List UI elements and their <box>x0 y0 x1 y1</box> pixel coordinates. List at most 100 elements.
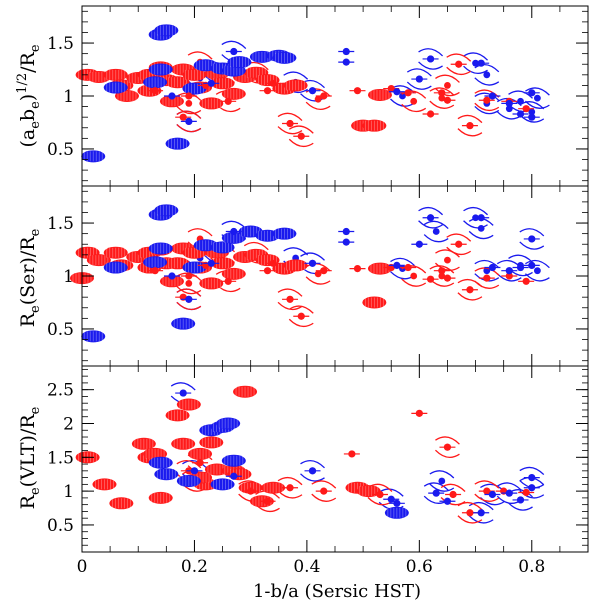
red-point-mark <box>151 267 159 275</box>
red-ellipse-mark <box>362 296 387 309</box>
red-ellipse-mark <box>199 277 224 290</box>
red-ellipse-mark <box>86 254 111 267</box>
blue-ellipse-mark <box>171 317 196 330</box>
x-tick-label: 0.8 <box>518 557 545 577</box>
red-point-mark <box>522 488 530 497</box>
red-point-mark <box>455 240 463 248</box>
red-point-mark <box>297 132 305 140</box>
red-point-mark <box>263 497 272 505</box>
blue-point-mark <box>528 474 536 482</box>
blue-spiral-core <box>483 71 491 79</box>
red-spiral-core <box>410 97 418 105</box>
blue-ellipse-mark <box>272 227 297 240</box>
blue-spiral-mark <box>429 470 455 492</box>
red-point-mark <box>353 87 362 95</box>
blue-ellipse-mark <box>176 474 201 487</box>
blue-spiral-arm <box>300 473 325 482</box>
y-tick-label: 1 <box>63 482 74 502</box>
blue-point-mark <box>426 214 435 222</box>
red-point-mark <box>320 92 328 100</box>
blue-point-mark <box>185 295 193 303</box>
red-point-mark <box>224 277 232 285</box>
blue-spiral-arm <box>463 52 489 61</box>
red-point-mark <box>466 122 474 130</box>
red-spiral-arm <box>429 87 455 96</box>
red-ellipse-mark <box>221 267 246 280</box>
red-spiral-core <box>410 272 418 280</box>
blue-point-mark <box>179 389 187 397</box>
red-ellipse-mark <box>233 385 258 398</box>
blue-spiral-core <box>534 267 541 275</box>
blue-ellipse-mark <box>103 261 128 274</box>
y-axis-bottom: 0.5 1 1.5 2 2.5 <box>47 368 588 553</box>
red-point-mark <box>286 484 294 492</box>
red-point-mark <box>269 259 277 267</box>
x-ticks-middle <box>81 186 589 366</box>
blue-point-mark <box>230 472 238 480</box>
y-tick-label: 0.5 <box>47 320 74 340</box>
red-spiral-arm <box>176 105 202 115</box>
red-point-mark <box>455 60 463 68</box>
blue-spiral-arm <box>429 483 455 492</box>
red-point-mark <box>320 267 328 275</box>
red-spiral-arm <box>457 501 483 511</box>
red-spiral-arm <box>288 125 314 134</box>
blue-spiral-arm <box>474 77 500 86</box>
panel-middle: Re(Ser)/Re 0.5 1 1.5 <box>17 185 589 367</box>
blue-spiral-core <box>534 94 541 102</box>
y-tick-label: 1.5 <box>47 448 74 468</box>
red-spiral-arm <box>474 480 500 489</box>
blue-spiral-arm <box>418 61 443 70</box>
red-spiral-arm <box>176 110 202 119</box>
blue-point-mark <box>516 496 525 504</box>
red-spiral-arm <box>311 493 337 502</box>
blue-spiral-arm <box>496 482 522 491</box>
blue-point-mark <box>342 238 350 246</box>
blue-spiral-mark <box>474 63 500 86</box>
blue-point-mark <box>528 113 536 121</box>
x-ticks-top <box>81 6 589 186</box>
blue-spiral-arm <box>283 71 309 80</box>
red-ellipse-mark <box>114 90 139 102</box>
red-point-mark <box>179 113 187 121</box>
blue-spiral-arm <box>283 247 309 256</box>
blue-spiral-arm <box>468 501 494 511</box>
blue-ellipse-mark <box>143 76 168 89</box>
blue-point-mark <box>415 75 423 83</box>
red-point-mark <box>196 459 204 467</box>
red-spiral-arm <box>288 318 314 328</box>
red-point-mark <box>185 272 193 280</box>
xlabel: 1-b/a (Sersic HST) <box>253 581 421 602</box>
blue-spiral-arm <box>519 466 545 476</box>
blue-spiral-arm <box>429 470 455 479</box>
red-point-mark <box>387 84 395 93</box>
red-spiral-arm <box>457 515 483 524</box>
red-point-mark <box>185 92 193 100</box>
blue-point-mark <box>190 467 199 475</box>
plot-marks-top <box>75 24 550 163</box>
red-point-mark <box>297 312 305 320</box>
blue-point-mark <box>207 259 215 267</box>
red-spiral-arm <box>434 449 460 459</box>
blue-spiral-arm <box>390 257 415 267</box>
red-point-mark <box>505 272 513 280</box>
ylabel-middle: Re(Ser)/Re <box>17 228 43 327</box>
blue-ellipse-mark <box>143 256 168 269</box>
red-spiral-arm <box>311 480 337 489</box>
blue-point-mark <box>488 490 497 499</box>
blue-spiral-core <box>438 477 446 485</box>
red-spiral-arm <box>435 436 460 445</box>
red-ellipse-mark <box>103 246 128 259</box>
blue-spiral-arm <box>463 65 488 75</box>
red-ellipse-mark <box>148 491 173 504</box>
blue-point-mark <box>528 235 536 243</box>
blue-spiral-arm <box>468 515 494 524</box>
x-ticks-bottom: 0 0.2 0.4 0.6 0.8 <box>77 366 589 577</box>
y-tick-label: 2.5 <box>47 381 74 401</box>
red-point-mark <box>269 79 277 87</box>
blue-ellipse-mark <box>154 24 179 37</box>
blue-ellipse-mark <box>165 137 190 150</box>
blue-spiral-arm <box>423 482 449 491</box>
blue-point-mark <box>528 261 536 270</box>
blue-spiral-mark <box>524 87 550 109</box>
